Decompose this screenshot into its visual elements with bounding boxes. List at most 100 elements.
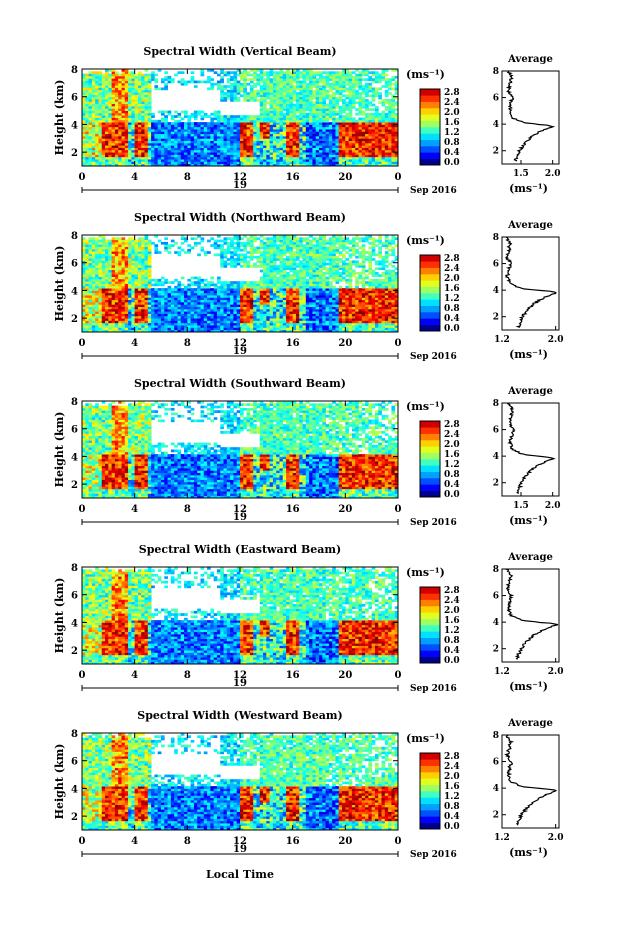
- heatmap-cell: [121, 295, 126, 298]
- heatmap-cell: [105, 131, 109, 135]
- heatmap-cell: [164, 133, 168, 137]
- heatmap-cell: [197, 278, 201, 282]
- heatmap-cell: [91, 285, 96, 289]
- heatmap-cell: [365, 154, 369, 158]
- heatmap-cell: [147, 274, 152, 277]
- heatmap-cell: [137, 131, 142, 135]
- heatmap-cell: [223, 318, 228, 321]
- heatmap-cell: [151, 320, 155, 324]
- heatmap-cell: [111, 131, 116, 135]
- heatmap-cell: [223, 301, 228, 305]
- heatmap-cell: [276, 126, 280, 130]
- heatmap-cell: [91, 313, 96, 317]
- heatmap-cell: [236, 85, 241, 88]
- heatmap-cell: [91, 80, 96, 84]
- heatmap-cell: [338, 115, 343, 118]
- heatmap-cell: [161, 138, 165, 141]
- heatmap-cell: [200, 71, 205, 75]
- heatmap-cell: [305, 159, 310, 162]
- heatmap-cell: [315, 126, 320, 130]
- heatmap-cell: [345, 163, 350, 167]
- heatmap-cell: [161, 297, 165, 301]
- heatmap-cell: [164, 117, 168, 121]
- heatmap-cell: [187, 299, 192, 303]
- heatmap-cell: [105, 152, 109, 155]
- heatmap-cell: [118, 99, 122, 102]
- heatmap-cell: [230, 161, 234, 165]
- heatmap-cell: [118, 80, 122, 84]
- heatmap-cell: [230, 163, 234, 167]
- heatmap-cell: [286, 78, 290, 81]
- heatmap-cell: [342, 131, 346, 135]
- heatmap-cell: [85, 320, 89, 324]
- heatmap-cell: [174, 308, 178, 312]
- heatmap-cell: [101, 304, 106, 307]
- heatmap-cell: [114, 315, 119, 319]
- heatmap-cell: [256, 129, 261, 132]
- heatmap-cell: [137, 156, 142, 160]
- heatmap-cell: [220, 138, 224, 141]
- heatmap-cell: [131, 110, 136, 114]
- heatmap-cell: [170, 315, 175, 319]
- heatmap-cell: [174, 297, 178, 301]
- heatmap-cell: [111, 325, 116, 328]
- heatmap-cell: [269, 103, 274, 107]
- heatmap-cell: [98, 281, 103, 284]
- heatmap-cell: [325, 124, 330, 128]
- heatmap-cell: [243, 82, 247, 86]
- heatmap-cell: [174, 292, 178, 296]
- heatmap-cell: [134, 103, 139, 107]
- heatmap-cell: [193, 163, 198, 167]
- heatmap-cell: [121, 239, 126, 243]
- heatmap-cell: [253, 161, 257, 165]
- heatmap-cell: [295, 145, 300, 148]
- heatmap-cell: [177, 318, 182, 321]
- heatmap-cell: [118, 258, 122, 261]
- heatmap-cell: [131, 145, 136, 148]
- heatmap-cell: [256, 149, 261, 153]
- heatmap-cell: [187, 145, 192, 148]
- heatmap-cell: [368, 129, 373, 132]
- heatmap-cell: [197, 306, 201, 310]
- heatmap-cell: [124, 267, 129, 271]
- heatmap-cell: [154, 156, 159, 160]
- heatmap-cell: [177, 161, 182, 165]
- heatmap-cell: [220, 297, 224, 301]
- heatmap-cell: [378, 87, 382, 91]
- heatmap-cell: [95, 133, 99, 137]
- heatmap-cell: [236, 87, 241, 91]
- heatmap-cell: [213, 283, 218, 287]
- heatmap-cell: [121, 82, 126, 86]
- heatmap-cell: [384, 147, 389, 151]
- heatmap-cell: [230, 71, 234, 75]
- heatmap-cell: [220, 115, 224, 118]
- heatmap-cell: [137, 267, 142, 271]
- heatmap-cell: [259, 108, 264, 111]
- heatmap-cell: [358, 101, 363, 105]
- heatmap-cell: [332, 119, 336, 123]
- heatmap-cell: [246, 73, 251, 77]
- heatmap-cell: [378, 78, 382, 81]
- heatmap-cell: [203, 278, 208, 282]
- heatmap-cell: [121, 304, 126, 307]
- heatmap-cell: [355, 101, 359, 105]
- heatmap-cell: [121, 103, 126, 107]
- heatmap-cell: [121, 147, 126, 151]
- heatmap-cell: [144, 142, 149, 146]
- heatmap-cell: [256, 131, 261, 135]
- heatmap-cell: [394, 92, 399, 95]
- heatmap-cell: [95, 276, 99, 280]
- heatmap-cell: [85, 122, 89, 125]
- heatmap-cell: [167, 161, 172, 165]
- heatmap-cell: [216, 80, 221, 84]
- heatmap-cell: [233, 73, 238, 77]
- heatmap-cell: [315, 140, 320, 144]
- heatmap-cell: [213, 311, 218, 314]
- heatmap-cell: [98, 244, 103, 247]
- heatmap-cell: [394, 96, 399, 100]
- heatmap-cell: [319, 103, 323, 107]
- heatmap-cell: [134, 255, 139, 259]
- heatmap-cell: [180, 159, 185, 162]
- heatmap-cell: [371, 154, 376, 158]
- heatmap-cell: [164, 237, 168, 241]
